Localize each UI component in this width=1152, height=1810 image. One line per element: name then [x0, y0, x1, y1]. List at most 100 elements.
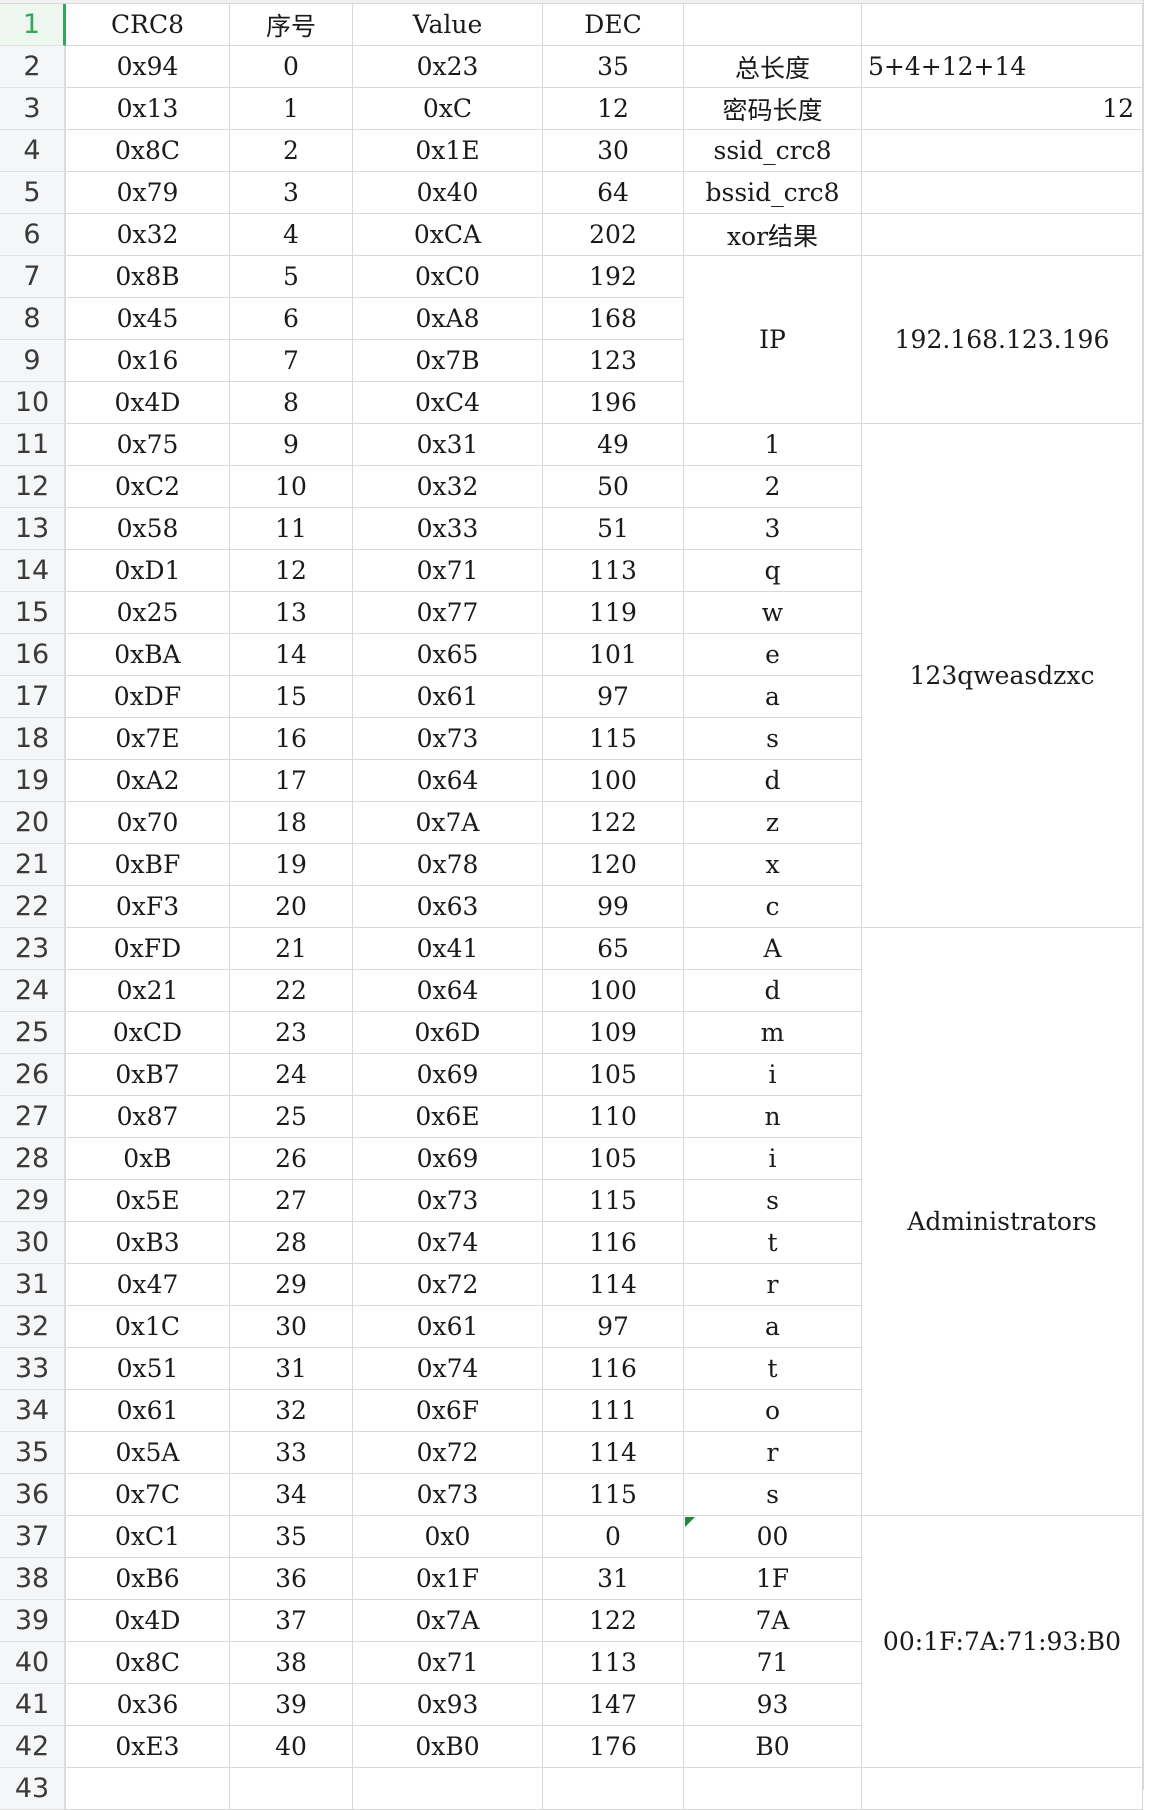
cell-crc8[interactable]: 0xD1	[66, 550, 230, 592]
cell-dec[interactable]: 114	[543, 1432, 684, 1474]
cell-dec[interactable]: 64	[543, 172, 684, 214]
row-header[interactable]: 29	[0, 1180, 66, 1222]
cell-value[interactable]: 0x61	[353, 676, 543, 718]
row-header[interactable]: 3	[0, 88, 66, 130]
cell-crc8[interactable]: 0x5A	[66, 1432, 230, 1474]
cell-label[interactable]: 3	[684, 508, 862, 550]
cell-crc8[interactable]: 0x8C	[66, 130, 230, 172]
row-header[interactable]: 5	[0, 172, 66, 214]
cell-value[interactable]: 0x6F	[353, 1390, 543, 1432]
cell-crc8[interactable]: 0xDF	[66, 676, 230, 718]
row-header[interactable]: 10	[0, 382, 66, 424]
row-header[interactable]: 40	[0, 1642, 66, 1684]
row-header[interactable]: 27	[0, 1096, 66, 1138]
comment-indicator-icon[interactable]	[685, 1517, 695, 1527]
row-header[interactable]: 2	[0, 46, 66, 88]
cell-value[interactable]: 0x72	[353, 1432, 543, 1474]
row-header[interactable]: 28	[0, 1138, 66, 1180]
cell-label[interactable]: s	[684, 718, 862, 760]
cell-value[interactable]: 0x78	[353, 844, 543, 886]
row-header[interactable]: 23	[0, 928, 66, 970]
cell-label[interactable]: r	[684, 1432, 862, 1474]
cell-value[interactable]: 0xC0	[353, 256, 543, 298]
cell-label[interactable]: i	[684, 1138, 862, 1180]
cell-crc8[interactable]: 0xCD	[66, 1012, 230, 1054]
cell-index[interactable]: 6	[230, 298, 353, 340]
cell-label[interactable]: e	[684, 634, 862, 676]
cell-index[interactable]: 12	[230, 550, 353, 592]
row-header[interactable]: 25	[0, 1012, 66, 1054]
cell-crc8[interactable]: 0x47	[66, 1264, 230, 1306]
cell-index[interactable]: 34	[230, 1474, 353, 1516]
cell-value[interactable]: 0x64	[353, 970, 543, 1012]
cell-dec[interactable]: 97	[543, 676, 684, 718]
cell-index[interactable]	[230, 1768, 353, 1810]
cell-note[interactable]	[862, 130, 1143, 172]
cell-value[interactable]: 0x63	[353, 886, 543, 928]
cell-note[interactable]: 5+4+12+14	[862, 46, 1143, 88]
cell-label[interactable]: 93	[684, 1684, 862, 1726]
cell-crc8[interactable]: 0xF3	[66, 886, 230, 928]
cell-label[interactable]: d	[684, 760, 862, 802]
cell-value[interactable]: 0x6E	[353, 1096, 543, 1138]
cell-index[interactable]: 33	[230, 1432, 353, 1474]
cell-crc8[interactable]: 0x7C	[66, 1474, 230, 1516]
cell-dec[interactable]: 12	[543, 88, 684, 130]
cell-dec[interactable]: 202	[543, 214, 684, 256]
cell-label[interactable]	[684, 4, 862, 46]
cell-index[interactable]: 8	[230, 382, 353, 424]
row-header[interactable]: 20	[0, 802, 66, 844]
cell-crc8[interactable]: 0xC1	[66, 1516, 230, 1558]
row-header[interactable]: 17	[0, 676, 66, 718]
cell-index[interactable]: 15	[230, 676, 353, 718]
cell-value[interactable]: 0x74	[353, 1222, 543, 1264]
row-header[interactable]: 11	[0, 424, 66, 466]
row-header[interactable]: 1	[0, 4, 66, 46]
row-header[interactable]: 36	[0, 1474, 66, 1516]
cell-label[interactable]: 1	[684, 424, 862, 466]
cell-crc8[interactable]: 0x1C	[66, 1306, 230, 1348]
row-header[interactable]: 41	[0, 1684, 66, 1726]
cell-dec[interactable]: 50	[543, 466, 684, 508]
row-header[interactable]: 33	[0, 1348, 66, 1390]
row-header[interactable]: 34	[0, 1390, 66, 1432]
cell-index[interactable]: 31	[230, 1348, 353, 1390]
cell-index[interactable]: 24	[230, 1054, 353, 1096]
cell-crc8[interactable]: 0x25	[66, 592, 230, 634]
cell-index[interactable]: 32	[230, 1390, 353, 1432]
cell-label[interactable]: n	[684, 1096, 862, 1138]
row-header[interactable]: 13	[0, 508, 66, 550]
cell-label[interactable]: s	[684, 1180, 862, 1222]
cell-index[interactable]: 36	[230, 1558, 353, 1600]
cell-crc8[interactable]: 0x79	[66, 172, 230, 214]
cell-label[interactable]: a	[684, 1306, 862, 1348]
row-header[interactable]: 15	[0, 592, 66, 634]
cell-dec[interactable]: 99	[543, 886, 684, 928]
cell-dec[interactable]: 122	[543, 802, 684, 844]
cell-dec[interactable]: 120	[543, 844, 684, 886]
cell-dec[interactable]: 115	[543, 1180, 684, 1222]
cell-index[interactable]: 1	[230, 88, 353, 130]
cell-value[interactable]: 0x23	[353, 46, 543, 88]
cell-note[interactable]	[862, 214, 1143, 256]
cell-value[interactable]: 0x71	[353, 1642, 543, 1684]
cell-index[interactable]: 28	[230, 1222, 353, 1264]
cell-crc8[interactable]: 0xFD	[66, 928, 230, 970]
cell-crc8[interactable]: 0x61	[66, 1390, 230, 1432]
cell-index[interactable]: 9	[230, 424, 353, 466]
merged-username-value[interactable]: Administrators	[862, 928, 1143, 1516]
row-header[interactable]: 31	[0, 1264, 66, 1306]
cell-dec[interactable]: 114	[543, 1264, 684, 1306]
cell-crc8[interactable]: 0x21	[66, 970, 230, 1012]
row-header[interactable]: 22	[0, 886, 66, 928]
cell-crc8[interactable]: 0xA2	[66, 760, 230, 802]
cell-value[interactable]: 0x6D	[353, 1012, 543, 1054]
cell-index[interactable]: 38	[230, 1642, 353, 1684]
cell-value[interactable]: 0x69	[353, 1054, 543, 1096]
cell-crc8[interactable]: 0x58	[66, 508, 230, 550]
row-header[interactable]: 19	[0, 760, 66, 802]
cell-dec[interactable]: 97	[543, 1306, 684, 1348]
cell-crc8[interactable]: 0x13	[66, 88, 230, 130]
cell-label[interactable]: 71	[684, 1642, 862, 1684]
